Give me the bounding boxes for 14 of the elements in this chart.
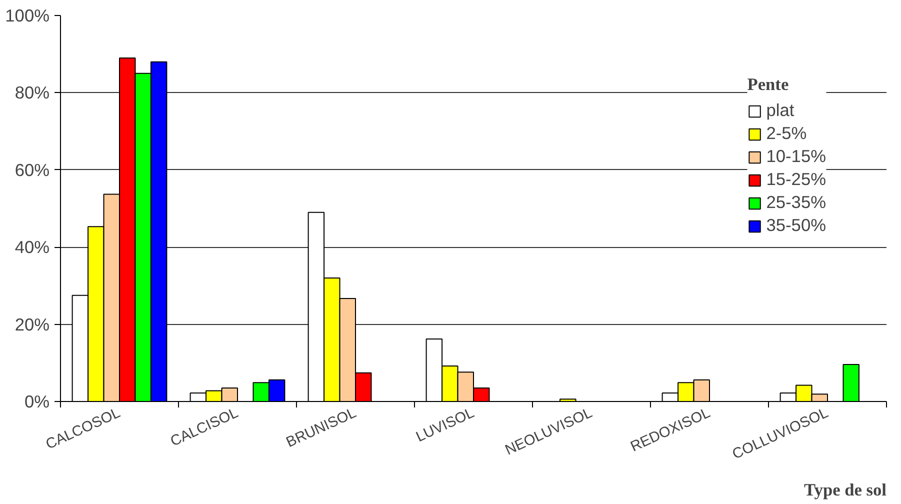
y-tick-label: 80% [14, 82, 50, 103]
y-tick-label: 40% [14, 237, 50, 258]
legend-label: 2-5% [766, 123, 807, 144]
legend-label: 25-35% [766, 192, 826, 213]
legend-label: 10-15% [766, 146, 826, 167]
x-axis-title: Type de sol [804, 480, 887, 500]
legend-title: Pente [747, 75, 790, 95]
y-tick-label: 60% [14, 160, 50, 180]
y-tick-label: 100% [5, 6, 50, 26]
y-tick-label: 0% [24, 392, 50, 412]
legend-label: 35-50% [766, 215, 826, 236]
y-tick-label: 20% [14, 314, 50, 334]
legend-label: plat [766, 100, 794, 121]
legend-label: 15-25% [766, 169, 826, 190]
